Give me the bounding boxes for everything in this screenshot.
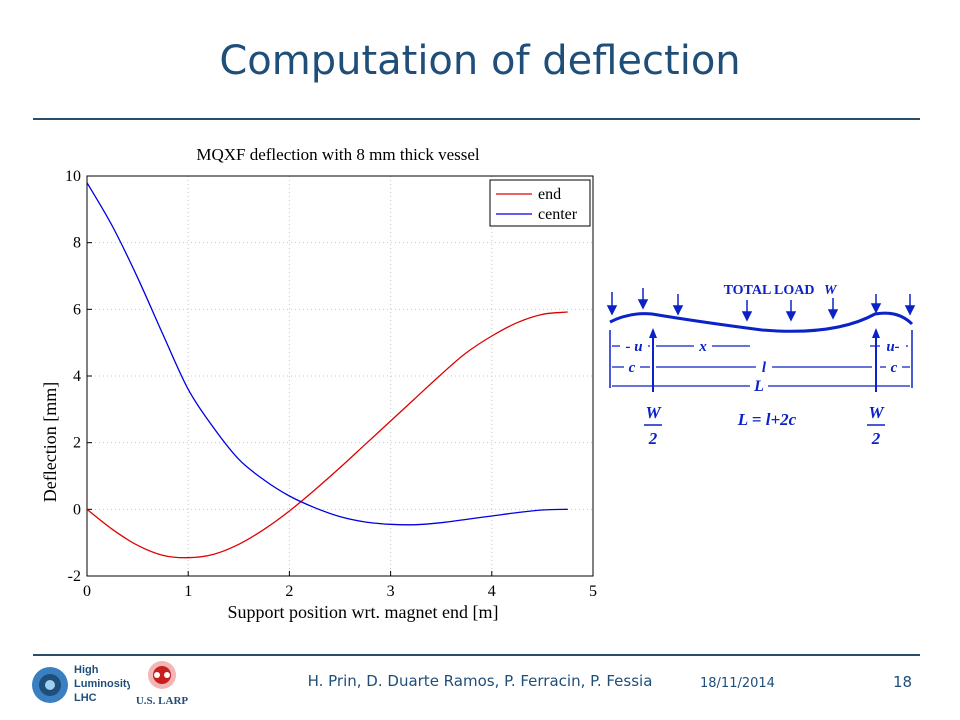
y-tick-label: 10 xyxy=(65,168,81,185)
l-span-label: l xyxy=(762,360,767,376)
L-total-label: L xyxy=(753,378,764,395)
series-line-end xyxy=(86,311,568,559)
us-larp-logo: U.S. LARP xyxy=(136,661,189,707)
load-arrows xyxy=(606,288,916,322)
beam-diagram: TOTAL LOAD W - u x u- c l c L W 2 W 2 L … xyxy=(606,283,916,448)
c-right-label: c xyxy=(891,360,898,376)
larp-logo-text: U.S. LARP xyxy=(136,695,189,707)
x-axis-label: Support position wrt. magnet end [m] xyxy=(228,602,499,622)
u-left-label: - u xyxy=(625,339,642,355)
beam-curve xyxy=(609,311,914,333)
chart-title: MQXF deflection with 8 mm thick vessel xyxy=(196,145,480,164)
y-axis-label: Deflection [mm] xyxy=(40,382,60,502)
slide-title: Computation of deflection xyxy=(219,38,741,84)
footer-date: 18/11/2014 xyxy=(700,676,775,691)
footer-divider xyxy=(33,654,920,656)
logo-line-3: LHC xyxy=(74,692,97,704)
x-tick-label: 2 xyxy=(285,583,293,600)
x-position-label: x xyxy=(698,339,707,355)
y-tick-label: 8 xyxy=(73,235,81,252)
legend-label-end: end xyxy=(538,186,561,203)
deflection-chart: MQXF deflection with 8 mm thick vessel S… xyxy=(40,145,597,622)
y-tick-label: 4 xyxy=(73,368,81,385)
y-tick-label: 6 xyxy=(73,301,81,318)
total-load-symbol: W xyxy=(824,283,838,298)
legend-label-center: center xyxy=(538,206,578,223)
x-tick-label: 0 xyxy=(83,583,91,600)
u-right-label: u- xyxy=(886,339,899,355)
svg-text:TOTAL LOAD W: TOTAL LOAD W xyxy=(724,283,838,298)
w-half-right-num: W xyxy=(868,403,885,422)
y-tick-label: -2 xyxy=(68,568,81,585)
x-tick-label: 5 xyxy=(589,583,597,600)
hl-lhc-logo: High Luminosity LHC xyxy=(32,664,130,704)
logo-line-2: Luminosity xyxy=(74,678,130,690)
x-tick-label: 4 xyxy=(488,583,496,600)
w-half-left-den: 2 xyxy=(648,429,658,448)
footer-authors: H. Prin, D. Duarte Ramos, P. Ferracin, P… xyxy=(307,672,653,690)
title-divider xyxy=(33,118,920,120)
series-line-center xyxy=(86,182,568,526)
w-half-left-num: W xyxy=(645,403,662,422)
x-tick-label: 3 xyxy=(387,583,395,600)
logo-line-1: High xyxy=(74,664,99,676)
y-tick-label: 2 xyxy=(73,435,81,452)
slide-number: 18 xyxy=(893,673,913,691)
w-half-right-den: 2 xyxy=(871,429,881,448)
length-equation: L = l+2c xyxy=(737,410,797,429)
x-tick-label: 1 xyxy=(184,583,192,600)
y-tick-label: 0 xyxy=(73,501,81,518)
c-left-label: c xyxy=(629,360,636,376)
legend-box xyxy=(489,179,591,227)
total-load-label: TOTAL LOAD xyxy=(724,283,815,298)
